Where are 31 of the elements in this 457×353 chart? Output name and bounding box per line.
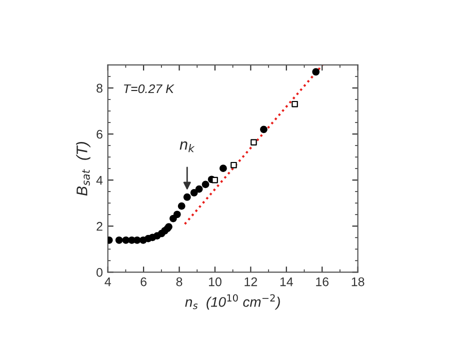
x-tick-label: 4 (104, 277, 111, 286)
annotation: T=0.27 K (124, 84, 174, 94)
point (250, 139, 257, 146)
point (230, 162, 237, 168)
point (260, 126, 268, 134)
x-tick-label: 14 (280, 277, 293, 286)
annotation: n$_{k}$ (180, 141, 195, 152)
y-tick-label: 2 (96, 222, 102, 231)
point (220, 164, 227, 172)
x-tick-label: 18 (352, 277, 364, 286)
y-axis-title: B$_{sat}$ (T) (76, 142, 90, 196)
point (183, 193, 191, 201)
x-tick-label: 12 (244, 277, 258, 286)
x-tick-label: 8 (176, 277, 182, 286)
point (312, 68, 320, 76)
y-tick-label: 4 (96, 176, 103, 185)
y-tick-label: 0 (96, 268, 103, 277)
point (173, 210, 181, 218)
point (178, 202, 186, 210)
x-tick-label: 16 (316, 277, 329, 286)
point (212, 176, 218, 184)
point (190, 189, 198, 196)
x-axis-title: n$_{s}$ (10$^{10}$ cm$^{−2}$) (185, 294, 280, 310)
point (202, 180, 210, 188)
point (115, 236, 123, 244)
y-tick-label: 8 (96, 84, 102, 93)
point (292, 100, 298, 108)
x-tick-label: 10 (208, 277, 222, 286)
y-tick-label: 6 (96, 130, 102, 139)
x-tick-label: 6 (140, 277, 146, 286)
point (195, 185, 203, 193)
